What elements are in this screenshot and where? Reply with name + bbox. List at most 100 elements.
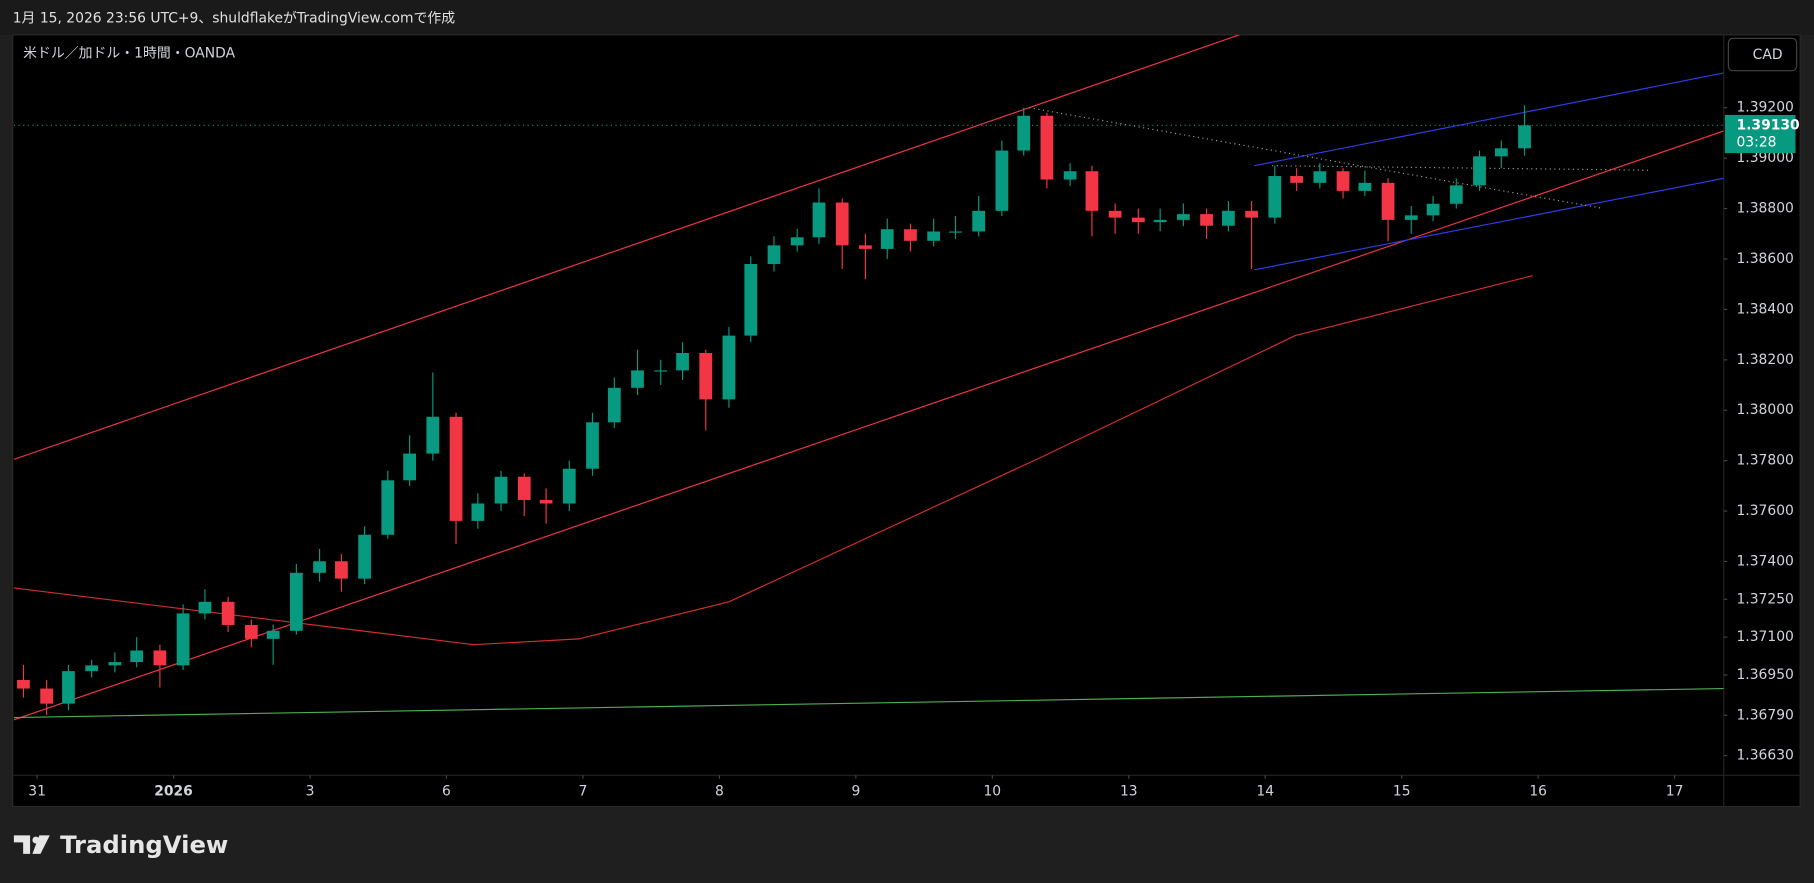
candle-body xyxy=(1200,214,1213,226)
candle-body xyxy=(108,662,122,666)
candle-body xyxy=(1063,171,1077,180)
candle-body xyxy=(244,625,258,639)
candle-body xyxy=(654,370,668,372)
y-tick-label: 1.36950 xyxy=(1736,667,1793,683)
candle-body xyxy=(176,613,190,666)
candle-body xyxy=(722,335,736,400)
trend-line xyxy=(13,687,1724,719)
candle-body xyxy=(62,671,75,704)
y-tick-label: 1.36790 xyxy=(1736,707,1793,723)
candle-body xyxy=(1358,182,1372,191)
candle-body xyxy=(1426,203,1440,216)
candle-body xyxy=(1245,210,1258,218)
candle-body xyxy=(949,231,962,233)
candle-body xyxy=(631,370,644,388)
candle-body xyxy=(562,468,576,504)
candle-body xyxy=(335,561,348,579)
x-tick-label: 31 xyxy=(28,783,46,799)
candle-body xyxy=(1268,176,1282,218)
x-tick-label: 16 xyxy=(1529,783,1547,799)
candle-body xyxy=(381,480,395,535)
y-tick-label: 1.37400 xyxy=(1736,553,1793,569)
currency-label[interactable]: CAD xyxy=(1753,47,1783,63)
chart-pane xyxy=(12,34,1801,808)
candle-body xyxy=(1176,214,1190,220)
candle-body xyxy=(1313,171,1327,183)
brand-logo xyxy=(13,835,50,854)
candle-body xyxy=(1290,176,1304,183)
candle-body xyxy=(471,503,485,521)
candle-body xyxy=(586,422,599,469)
candle-body xyxy=(1108,210,1122,218)
candle-body xyxy=(266,630,280,639)
y-tick-label: 1.38400 xyxy=(1736,301,1793,317)
candle-body xyxy=(927,231,941,241)
candle-body xyxy=(1131,217,1145,223)
candle-body xyxy=(130,650,144,663)
x-tick-label: 17 xyxy=(1666,783,1684,799)
x-tick-label: 3 xyxy=(306,783,315,799)
trend-line xyxy=(1254,177,1724,271)
candle-body xyxy=(539,499,553,504)
x-tick-label: 10 xyxy=(983,783,1001,799)
candle-body xyxy=(972,210,986,232)
candle-body xyxy=(1404,215,1418,220)
candle-body xyxy=(358,534,371,579)
x-tick-label: 6 xyxy=(442,783,451,799)
candle-body xyxy=(1473,156,1486,186)
candle-body xyxy=(1085,171,1099,211)
y-tick-label: 1.38000 xyxy=(1736,402,1793,418)
currency-button[interactable] xyxy=(1727,37,1798,72)
candle-body xyxy=(198,601,212,614)
y-tick-label: 1.37100 xyxy=(1736,629,1793,645)
candle-body xyxy=(1518,125,1531,149)
candle-body xyxy=(403,453,417,481)
candle-body xyxy=(1040,115,1054,180)
logo-mark xyxy=(32,835,50,854)
x-tick-label: 9 xyxy=(851,783,860,799)
axes: 1.39200 1.39000 1.38800 1.38600 1.38400 1.382… xyxy=(28,100,1799,800)
candle-body xyxy=(1449,185,1463,204)
x-tick-label: 2026 xyxy=(154,783,193,799)
candle-body xyxy=(1381,182,1395,220)
trend-line xyxy=(1254,72,1724,167)
candle-body xyxy=(607,387,621,423)
y-tick-label: 1.37800 xyxy=(1736,453,1793,469)
candle-body xyxy=(744,264,758,336)
candle-body xyxy=(904,229,917,241)
x-tick-label: 13 xyxy=(1120,783,1138,799)
candle-body xyxy=(880,229,894,249)
header: 1月 15, 2026 23:56 UTC+9、shuldflakeがTradi… xyxy=(13,11,456,27)
candle-body xyxy=(221,601,235,626)
trend-line xyxy=(13,275,1533,646)
top-bar xyxy=(0,0,1814,35)
candle-body xyxy=(17,679,30,689)
candle-body xyxy=(1494,148,1508,157)
candle-body xyxy=(517,476,531,500)
y-tick-label: 1.38200 xyxy=(1736,352,1793,368)
candle-body xyxy=(40,688,54,704)
last-price-tag xyxy=(1724,114,1796,154)
candle-body xyxy=(995,150,1009,211)
x-tick-label: 7 xyxy=(579,783,588,799)
candle-body xyxy=(767,245,781,265)
candle-body xyxy=(449,416,463,521)
candle-body xyxy=(699,353,713,400)
candle-body xyxy=(426,416,440,454)
trend-line xyxy=(13,34,1240,460)
candle-body xyxy=(1222,210,1235,226)
candle-body xyxy=(85,665,99,672)
last-price-label: 1.39130 xyxy=(1736,117,1799,133)
candle-body xyxy=(812,202,826,238)
y-tick-label: 1.39200 xyxy=(1736,100,1793,116)
y-tick-label: 1.39000 xyxy=(1736,150,1793,166)
x-tick-label: 14 xyxy=(1256,783,1274,799)
brand: TradingView xyxy=(60,830,228,859)
candle-body xyxy=(494,476,508,504)
candle-body xyxy=(790,237,804,246)
y-tick-label: 1.37600 xyxy=(1736,503,1793,519)
y-tick-label: 1.36630 xyxy=(1736,748,1793,764)
candle-body xyxy=(1153,219,1167,223)
x-tick-label: 15 xyxy=(1393,783,1411,799)
